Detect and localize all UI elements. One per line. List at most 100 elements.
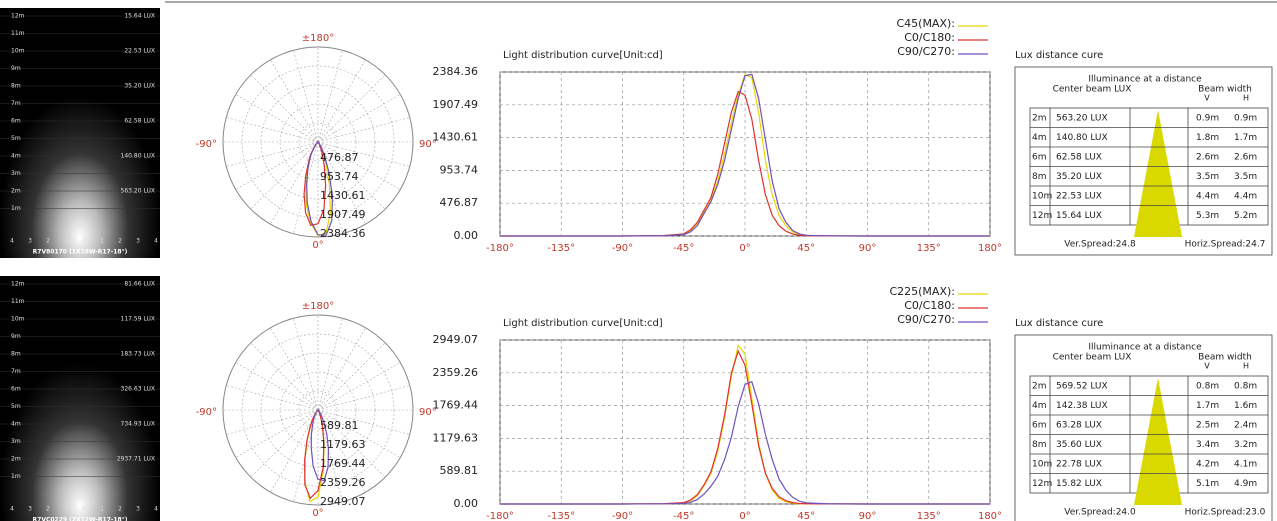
polar-spoke xyxy=(317,50,343,143)
table-cell: 3.5m xyxy=(1196,172,1219,182)
beam-x-label: 1 xyxy=(64,506,68,513)
table-cell: 0.8m xyxy=(1234,381,1257,391)
polar-spoke xyxy=(250,409,319,478)
polar-outline xyxy=(222,314,414,506)
polar-tick-label: 2949.07 xyxy=(320,495,366,508)
table-cell: 4.1m xyxy=(1234,459,1257,469)
x-tick-label: 0° xyxy=(739,243,750,254)
legend-label: C0/C180: xyxy=(904,299,955,312)
distance-label: 4m xyxy=(11,421,21,428)
polar-outline xyxy=(222,46,414,238)
table-cell: 4m xyxy=(1032,401,1047,411)
table-cell: 0.9m xyxy=(1196,113,1219,123)
polar-spoke xyxy=(317,59,366,143)
table-cell: 142.38 LUX xyxy=(1056,401,1108,411)
polar-tick-label: 476.87 xyxy=(320,151,359,164)
polar-right: 90° xyxy=(419,139,437,150)
table-cell: 5.2m xyxy=(1234,211,1257,221)
x-tick-label: 45° xyxy=(797,243,815,254)
x-tick-label: 180° xyxy=(978,511,1002,521)
polar-spoke xyxy=(317,117,410,143)
polar-tick-label: 1430.61 xyxy=(320,189,366,202)
beam-x-label: 3 xyxy=(28,238,32,245)
beam-x-label: 4 xyxy=(154,238,158,245)
col-h: H xyxy=(1243,362,1249,371)
distance-label: 6m xyxy=(11,118,21,125)
polar-spoke xyxy=(226,409,319,435)
table-cell: 569.52 LUX xyxy=(1056,381,1108,391)
table-cell: 12m xyxy=(1032,479,1052,489)
beam-x-label: 1 xyxy=(64,238,68,245)
polar-spoke xyxy=(317,327,366,411)
distance-label: 11m xyxy=(11,30,25,37)
distance-label: 12m xyxy=(11,281,25,288)
distance-label: 8m xyxy=(11,351,21,358)
beam-x-label: 1 xyxy=(100,506,104,513)
table-cell: 2m xyxy=(1032,381,1047,391)
beam-x-label: 0 xyxy=(82,238,86,245)
table-cell: 6m xyxy=(1032,420,1047,430)
table-cell: 12m xyxy=(1032,211,1052,221)
table-cell: 1.8m xyxy=(1196,133,1219,143)
polar-spoke xyxy=(317,342,386,411)
legend-label: C90/C270: xyxy=(897,313,955,326)
beam-image xyxy=(0,276,160,521)
polar-spoke xyxy=(226,141,319,167)
table-box xyxy=(1014,334,1273,521)
beam-triangle xyxy=(1134,110,1182,237)
polar-ring xyxy=(298,122,338,162)
lux-label: 563.20 LUX xyxy=(121,188,155,195)
distance-label: 7m xyxy=(11,368,21,375)
y-tick-label: 953.74 xyxy=(440,163,479,176)
polar-tick-label: 2384.36 xyxy=(320,227,366,240)
legend-label: C45(MAX): xyxy=(896,17,955,30)
beam-x-label: 3 xyxy=(136,238,140,245)
distance-label: 1m xyxy=(11,473,21,480)
y-tick-label: 476.87 xyxy=(440,196,479,209)
chart-title: Light distribution curve[Unit:cd] xyxy=(503,50,663,61)
lux-label: 734.93 LUX xyxy=(121,421,155,428)
distance-label: 5m xyxy=(11,403,21,410)
polar-left: -90° xyxy=(196,407,217,418)
polar-spoke xyxy=(270,59,319,143)
polar-spoke xyxy=(235,362,319,411)
col-lux: Center beam LUX xyxy=(1053,353,1132,363)
beam-triangle xyxy=(1134,378,1182,505)
y-tick-label: 1179.63 xyxy=(433,431,479,444)
col-h: H xyxy=(1243,94,1249,103)
horiz-spread: Horiz.Spread:24.7 xyxy=(1185,240,1266,250)
beam-caption: R7VC0229 (2X12W-R17-18°) xyxy=(33,517,128,521)
table-cell: 10m xyxy=(1032,459,1052,469)
beam-x-label: 0 xyxy=(82,506,86,513)
polar-tick-label: 1907.49 xyxy=(320,208,366,221)
col-v: V xyxy=(1204,362,1210,371)
beam-x-label: 3 xyxy=(136,506,140,513)
x-tick-label: -135° xyxy=(547,243,575,254)
col-lux: Center beam LUX xyxy=(1053,85,1132,95)
table-cell: 35.60 LUX xyxy=(1056,440,1102,450)
distance-label: 3m xyxy=(11,438,21,445)
polar-top: ±180° xyxy=(302,301,334,312)
beam-x-label: 4 xyxy=(10,238,14,245)
polar-curve xyxy=(306,141,334,236)
legend-label: C0/C180: xyxy=(904,31,955,44)
y-tick-label: 0.00 xyxy=(454,497,479,510)
table-box xyxy=(1014,66,1273,256)
polar-ring xyxy=(298,390,338,430)
table-cell: 0.9m xyxy=(1234,113,1257,123)
y-tick-label: 1430.61 xyxy=(433,131,479,144)
beam-x-label: 2 xyxy=(46,238,50,245)
lux-label: 22.53 LUX xyxy=(124,48,155,55)
y-tick-label: 1769.44 xyxy=(433,399,479,412)
beam-x-label: 1 xyxy=(100,238,104,245)
beam-x-label: 4 xyxy=(154,506,158,513)
polar-spoke xyxy=(317,362,401,411)
polar-top: ±180° xyxy=(302,33,334,44)
distance-label: 9m xyxy=(11,65,21,72)
polar-bottom: 0° xyxy=(312,508,323,519)
table-cell: 4m xyxy=(1032,133,1047,143)
distance-label: 2m xyxy=(11,188,21,195)
lux-label: 140.80 LUX xyxy=(121,153,155,160)
x-tick-label: 135° xyxy=(917,243,941,254)
